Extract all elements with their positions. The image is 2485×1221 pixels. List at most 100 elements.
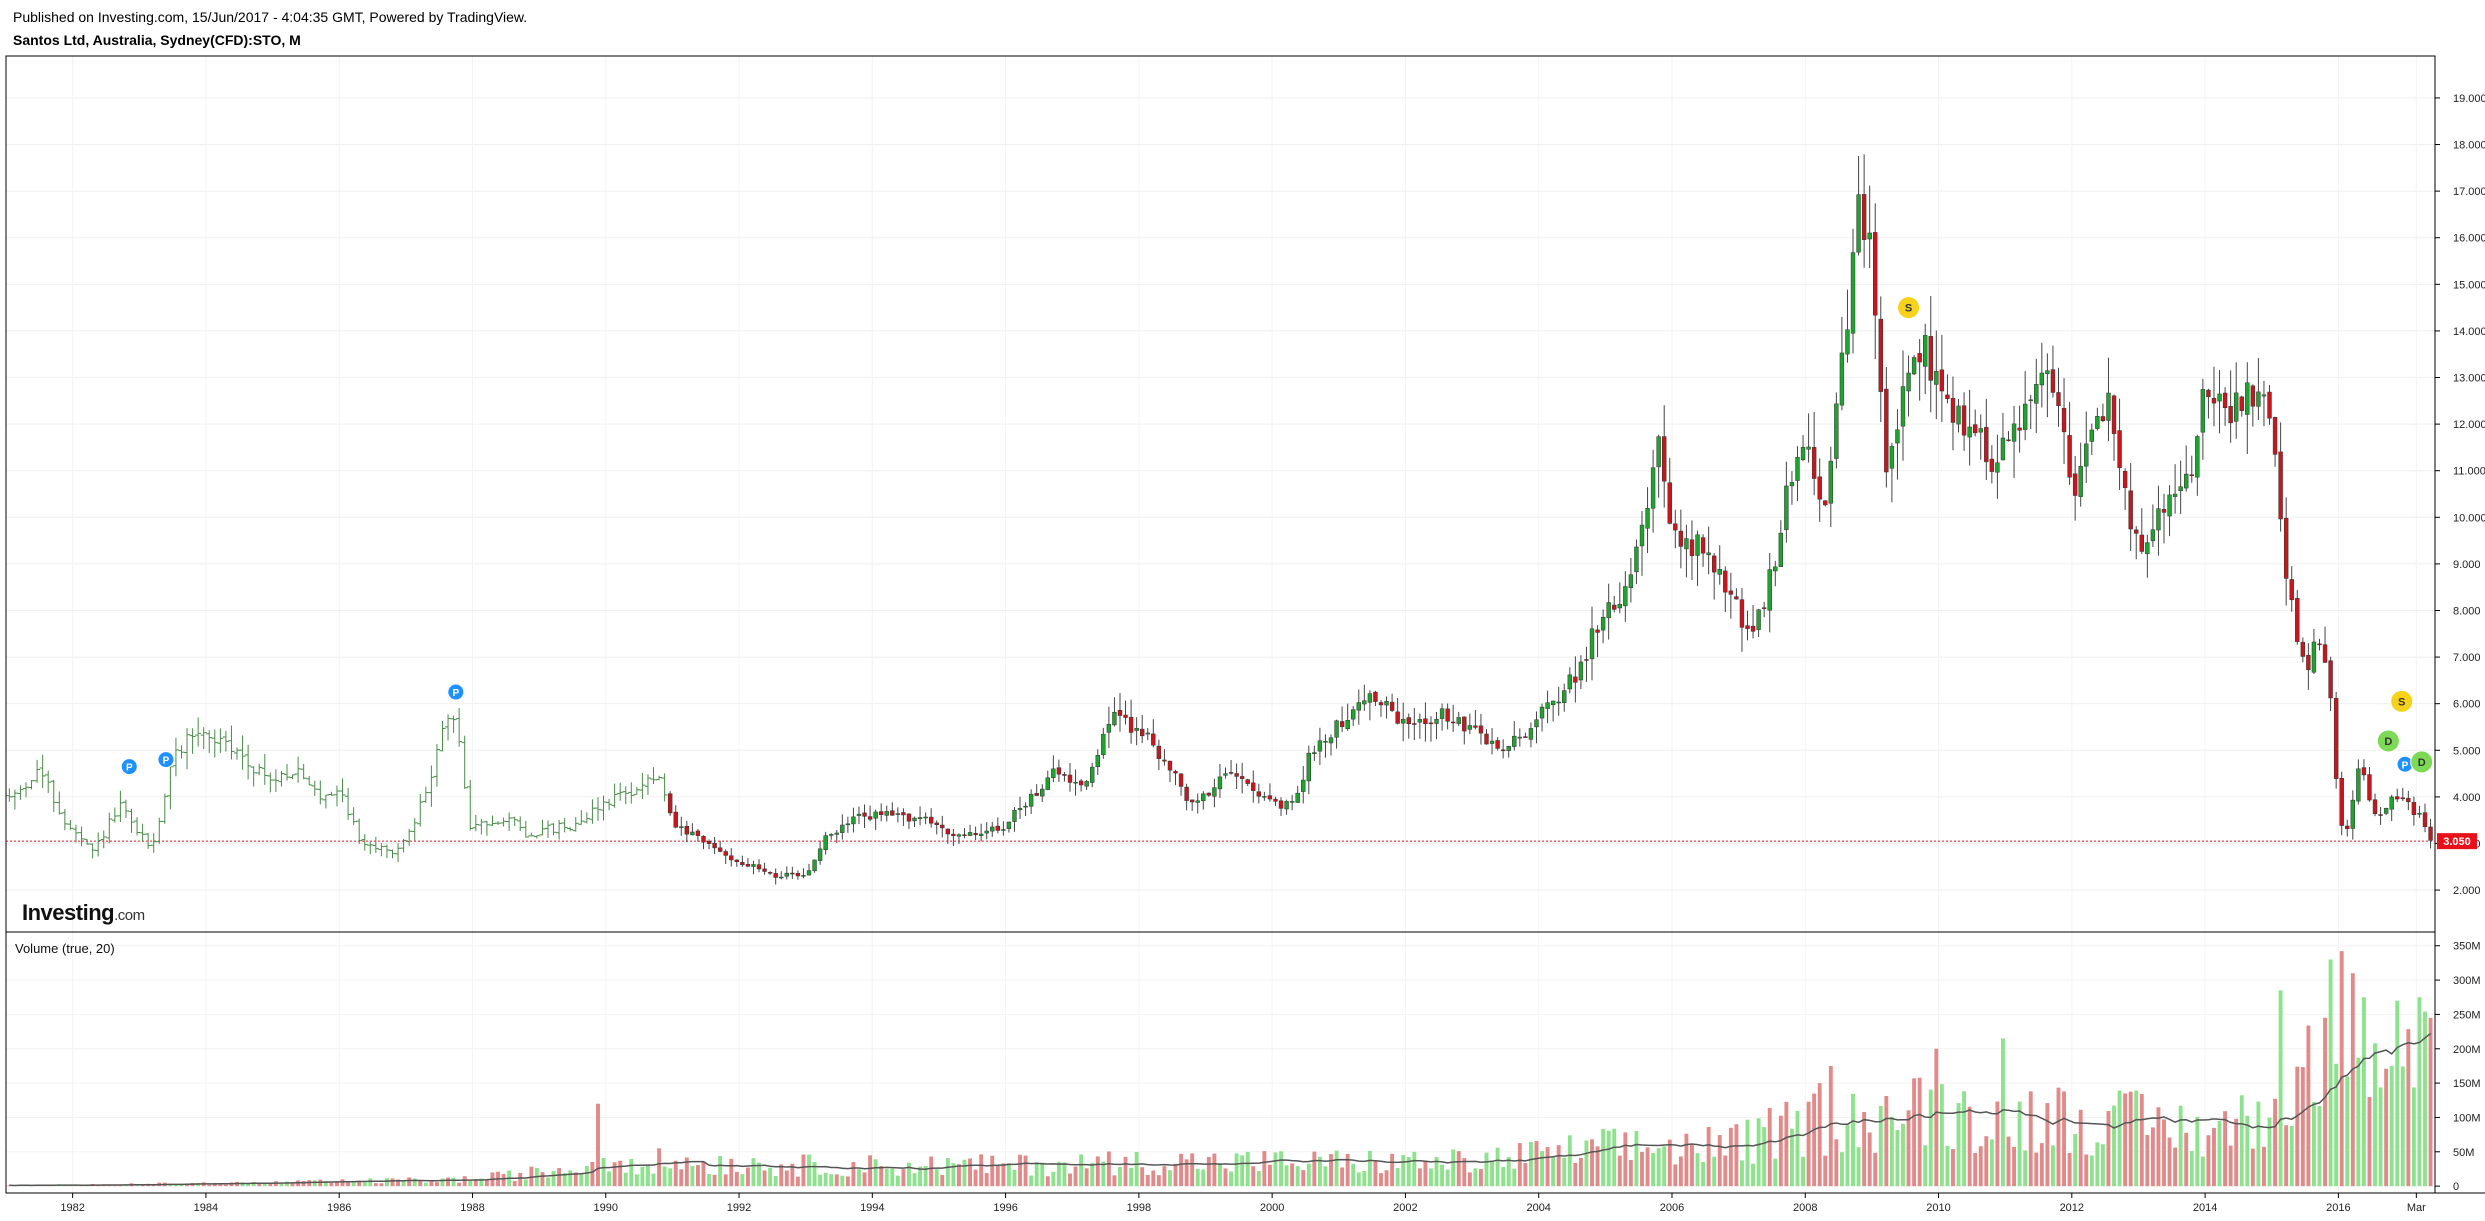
volume-bar (2334, 1063, 2339, 1187)
candle-body (1234, 773, 1239, 777)
split-marker-label: S (2398, 696, 2405, 708)
volume-bar (1045, 1176, 1050, 1187)
volume-bar (629, 1158, 634, 1187)
volume-bar (823, 1172, 828, 1187)
candle-body (1434, 718, 1439, 724)
volume-bar (2328, 959, 2333, 1187)
volume-bar (2056, 1087, 2061, 1187)
volume-bar (540, 1172, 545, 1187)
candle-body (1928, 336, 1933, 381)
candle-body (1856, 194, 1861, 253)
volume-bar (1190, 1153, 1195, 1187)
candle-body (1212, 787, 1217, 797)
candle-body (1706, 552, 1711, 556)
volume-bar (1056, 1161, 1061, 1187)
volume-tick-label: 300M (2453, 975, 2481, 987)
volume-bar (368, 1178, 373, 1187)
split-marker (1897, 296, 1921, 320)
volume-bar (285, 1181, 289, 1187)
candle-body (1773, 566, 1778, 572)
volume-bar (1634, 1131, 1639, 1187)
candle-body (1945, 394, 1950, 399)
volume-bar (1617, 1155, 1622, 1187)
volume-bar (590, 1161, 595, 1187)
volume-bar (262, 1183, 267, 1187)
volume-bar (1245, 1151, 1250, 1187)
volume-bar (990, 1155, 995, 1187)
volume-bar (1912, 1078, 1917, 1187)
volume-bar (2023, 1150, 2028, 1187)
candle-body (1201, 793, 1206, 802)
time-tick-label: 1982 (60, 1202, 84, 1214)
time-tick-label: 1998 (1127, 1202, 1151, 1214)
candle-body (890, 810, 895, 816)
volume-bar (473, 1179, 478, 1187)
candle-body (1412, 723, 1417, 725)
candle-body (1645, 508, 1650, 529)
volume-bar (734, 1171, 739, 1187)
candle-body (1189, 799, 1195, 803)
candle-body (906, 813, 912, 822)
candle-body (1134, 728, 1139, 731)
candle-body (1140, 728, 1145, 737)
volume-bar (968, 1158, 972, 1187)
candle-body (2061, 407, 2067, 433)
candle-body (901, 812, 906, 816)
candle-body (1884, 388, 1889, 473)
volume-bar (879, 1165, 884, 1187)
volume-bar (412, 1178, 417, 1187)
candle-body (1667, 482, 1672, 524)
volume-bar (1173, 1163, 1178, 1187)
volume-bar (1656, 1148, 1661, 1187)
candle-body (2039, 372, 2045, 386)
candle-body (2117, 430, 2122, 469)
volume-bar (373, 1183, 378, 1187)
candle-body (1034, 793, 1039, 796)
volume-bar (1301, 1170, 1306, 1187)
volume-bar (290, 1182, 295, 1187)
volume-bar (1195, 1168, 1200, 1187)
volume-bar (1806, 1101, 1811, 1187)
volume-bar (2306, 1025, 2311, 1187)
volume-bar (707, 1173, 711, 1187)
candle-body (667, 793, 673, 814)
volume-bar (1517, 1143, 1522, 1187)
candle-body (1389, 701, 1395, 711)
volume-bar (1290, 1163, 1295, 1187)
volume-bar (2389, 1065, 2394, 1187)
last-price-label: 3.050 (2437, 833, 2477, 850)
volume-bar (2245, 1115, 2250, 1187)
pubevent-marker (447, 683, 465, 701)
candle-body (1273, 798, 1278, 802)
volume-bar (1151, 1170, 1156, 1187)
last-price-badge (2437, 833, 2477, 850)
volume-bar (1673, 1164, 1678, 1187)
volume-bar (807, 1154, 811, 1187)
candle-body (2378, 814, 2383, 816)
candle-body (2078, 466, 2083, 497)
candle-body (1967, 426, 1972, 438)
volume-bar (1578, 1157, 1583, 1187)
candle-body (2406, 797, 2411, 803)
candle-body (2089, 429, 2095, 442)
volume-bar (1712, 1156, 1717, 1187)
volume-bar (1373, 1160, 1378, 1187)
volume-bar (840, 1175, 845, 1187)
candle-body (1306, 752, 1311, 782)
candle-body (2233, 392, 2239, 422)
candle-body (1217, 776, 1223, 790)
candle-body (1834, 403, 1839, 459)
candle-body (2261, 394, 2267, 397)
candle-body (1278, 800, 1284, 809)
candle-body (1101, 733, 1106, 755)
candle-body (2145, 542, 2150, 555)
volume-bar (2073, 1134, 2078, 1187)
candle-body (1734, 596, 1739, 600)
candle-body (1173, 771, 1178, 774)
volume-bar (1728, 1127, 1733, 1187)
volume-bar (2311, 1101, 2316, 1187)
candle-body (1384, 701, 1389, 706)
volume-bar (1456, 1151, 1461, 1187)
volume-bar (1862, 1111, 1867, 1187)
